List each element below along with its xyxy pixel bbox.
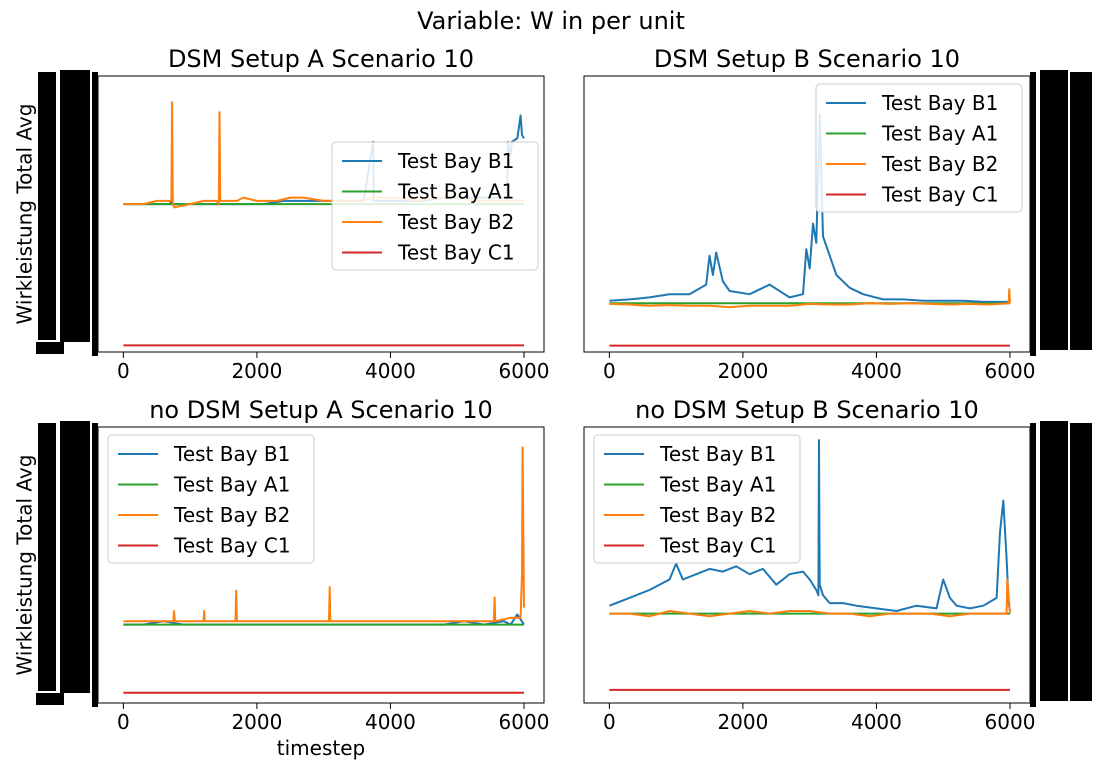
y-tick-marks-dense	[92, 72, 98, 356]
y-axis-label: Wirkleistung Total Avg	[13, 455, 37, 676]
x-tick-label: 2000	[717, 359, 768, 383]
subplot-1: DSM Setup A Scenario 10 0 2000 4000 6000 Wirk…	[13, 45, 550, 383]
y-tick-label-block	[38, 423, 56, 691]
subplot-title: no DSM Setup B Scenario 10	[635, 396, 979, 424]
legend: Test Bay B1 Test Bay A1 Test Bay B2 Test Ba…	[593, 434, 801, 564]
subplot-3: no DSM Setup A Scenario 10 0 2000 4000 6000 W…	[13, 396, 550, 760]
legend-label-test-bay-c1: Test Bay C1	[659, 534, 777, 558]
legend-box	[331, 141, 539, 271]
series-line-test-bay-b1	[609, 439, 1011, 612]
series-line-test-bay-b1	[609, 113, 1010, 303]
figure-suptitle: Variable: W in per unit	[417, 7, 685, 35]
subplot-title: DSM Setup B Scenario 10	[654, 45, 960, 73]
legend-label-test-bay-c1: Test Bay C1	[397, 241, 515, 265]
x-tick-label: 4000	[365, 359, 416, 383]
subplot-4: no DSM Setup B Scenario 10 0 2000 4000 6000 T…	[583, 396, 1092, 734]
legend-label-test-bay-b2: Test Bay B2	[881, 152, 998, 176]
y-tick-label-block	[60, 421, 90, 693]
legend-box	[107, 434, 315, 564]
y-tick-label-block	[60, 70, 90, 342]
x-tick-label: 4000	[365, 710, 416, 734]
x-tick-label: 6000	[499, 359, 550, 383]
legend-label-test-bay-b2: Test Bay B2	[397, 210, 514, 234]
y-tick-labels-illegible	[36, 421, 98, 707]
series-group	[609, 113, 1011, 347]
y-tick-label-block	[1070, 423, 1092, 701]
series-group	[609, 439, 1011, 691]
x-tick-label: 4000	[851, 710, 902, 734]
y-tick-labels-illegible	[1030, 70, 1092, 356]
legend-label-test-bay-b1: Test Bay B1	[173, 442, 290, 466]
legend: Test Bay B1 Test Bay A1 Test Bay B2 Test Ba…	[331, 141, 539, 271]
legend-label-test-bay-c1: Test Bay C1	[881, 183, 999, 207]
legend-label-test-bay-b1: Test Bay B1	[397, 149, 514, 173]
x-tick-label: 2000	[717, 710, 768, 734]
legend-label-test-bay-b1: Test Bay B1	[881, 91, 998, 115]
x-tick-label: 2000	[231, 710, 282, 734]
y-tick-label-block	[1070, 72, 1092, 350]
subplot-title: no DSM Setup A Scenario 10	[149, 396, 493, 424]
x-axis-label: timestep	[277, 736, 365, 760]
legend-label-test-bay-b2: Test Bay B2	[659, 503, 776, 527]
x-tick-label: 4000	[851, 359, 902, 383]
y-tick-marks-dense	[1030, 72, 1036, 356]
y-axis-label: Wirkleistung Total Avg	[13, 104, 37, 325]
y-tick-marks-dense	[1030, 423, 1036, 707]
legend-label-test-bay-a1: Test Bay A1	[173, 473, 290, 497]
y-tick-labels-illegible	[36, 70, 98, 356]
series-line-test-bay-b2	[609, 288, 1011, 309]
legend-label-test-bay-c1: Test Bay C1	[173, 534, 291, 558]
y-tick-marks-dense	[92, 423, 98, 707]
legend-box	[815, 83, 1023, 213]
y-tick-label-block	[1040, 70, 1068, 350]
legend-label-test-bay-a1: Test Bay A1	[659, 473, 776, 497]
legend-label-test-bay-a1: Test Bay A1	[397, 180, 514, 204]
legend-label-test-bay-b2: Test Bay B2	[173, 503, 290, 527]
x-tick-label: 0	[117, 710, 130, 734]
y-tick-label-block	[38, 72, 56, 340]
y-tick-label-block	[36, 342, 64, 354]
subplot-title: DSM Setup A Scenario 10	[168, 45, 474, 73]
x-tick-label: 0	[603, 710, 616, 734]
legend: Test Bay B1 Test Bay A1 Test Bay B2 Test Ba…	[107, 434, 315, 564]
legend-box	[593, 434, 801, 564]
series-group	[123, 446, 525, 694]
subplot-grid: DSM Setup A Scenario 10 0 2000 4000 6000 Wirk…	[13, 45, 1092, 760]
x-tick-label: 0	[603, 359, 616, 383]
series-line-test-bay-b2	[123, 446, 525, 623]
x-tick-label: 0	[117, 359, 130, 383]
x-tick-label: 6000	[985, 359, 1036, 383]
y-tick-label-block	[1040, 421, 1068, 701]
legend-label-test-bay-b1: Test Bay B1	[659, 442, 776, 466]
legend-label-test-bay-a1: Test Bay A1	[881, 122, 998, 146]
x-tick-label: 6000	[985, 710, 1036, 734]
x-tick-label: 6000	[499, 710, 550, 734]
y-tick-labels-illegible	[1030, 421, 1092, 707]
series-line-test-bay-b2	[609, 578, 1011, 618]
subplot-2: DSM Setup B Scenario 10 0 2000 4000 6000 Test…	[583, 45, 1092, 383]
y-tick-label-block	[36, 693, 64, 705]
legend: Test Bay B1 Test Bay A1 Test Bay B2 Test Ba…	[815, 83, 1023, 213]
x-tick-label: 2000	[231, 359, 282, 383]
